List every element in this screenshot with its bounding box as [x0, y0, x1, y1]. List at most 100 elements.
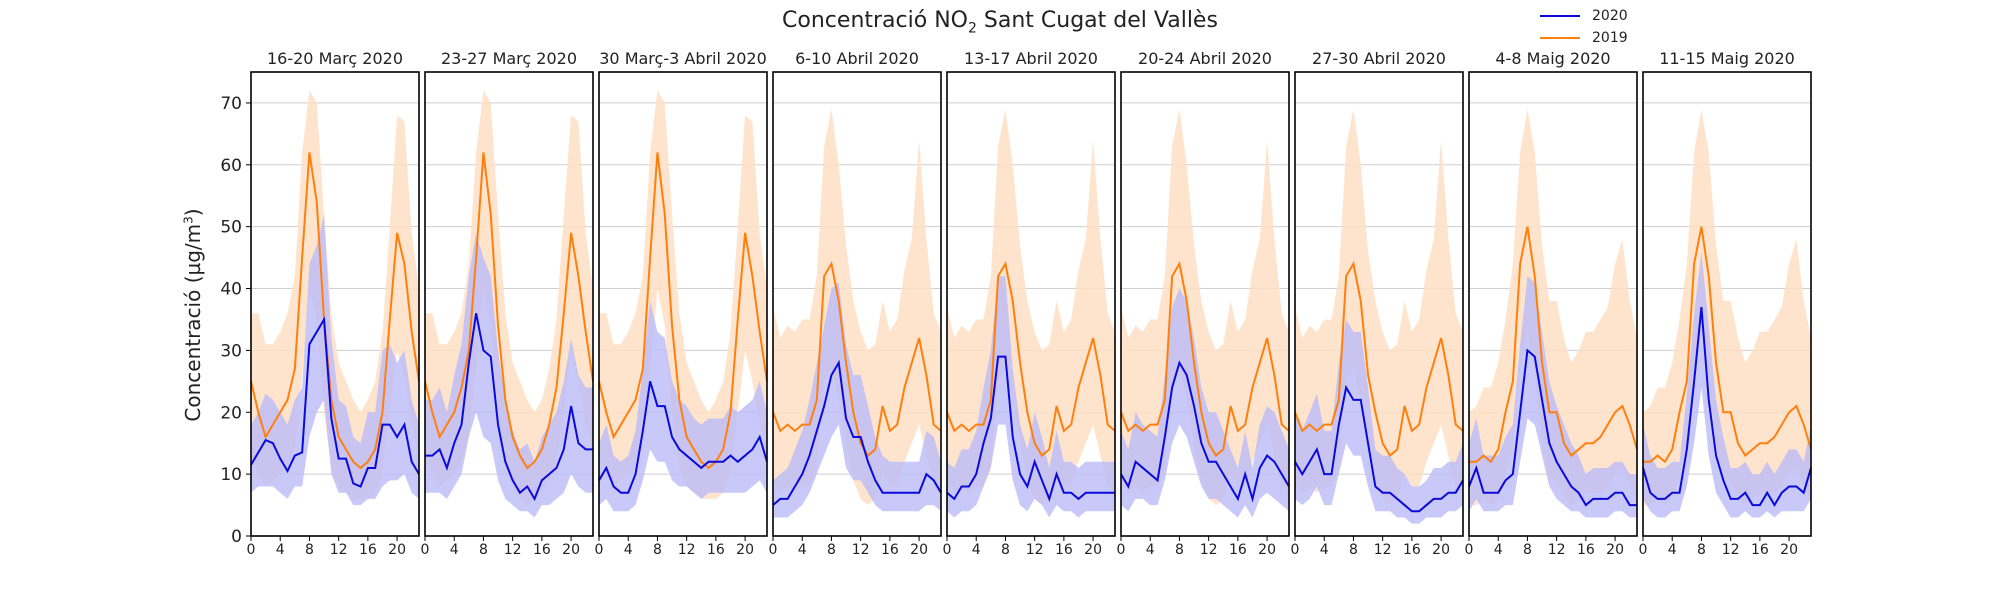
y-axis-label-sup: 3 — [181, 216, 196, 224]
series-line-2019 — [598, 152, 768, 470]
series-line-2019 — [1469, 226, 1638, 464]
x-tick-label: 16 — [359, 542, 377, 558]
y-tick-label: 20 — [220, 403, 242, 423]
x-tick-label: 4 — [450, 542, 459, 558]
x-tick-label: 8 — [305, 542, 314, 558]
y-tick-label: 10 — [220, 465, 242, 485]
panel-7: 27-30 Abril 2020 0 4 8 12 16 20 — [1291, 49, 1464, 558]
x-tick-label: 4 — [1668, 542, 1677, 558]
series-line-2020 — [1120, 360, 1290, 503]
band-2020 — [773, 282, 941, 518]
x-tick-label: 20 — [562, 542, 580, 558]
x-tick-label: 0 — [769, 542, 778, 558]
panel-title: 13-17 Abril 2020 — [964, 49, 1098, 68]
x-tick-label: 4 — [972, 542, 981, 558]
series-line-2019 — [1294, 261, 1464, 458]
x-tick-label: 12 — [1722, 542, 1740, 558]
panel-frame — [1120, 71, 1290, 537]
panel-8: 4-8 Maig 2020 0 4 8 12 16 20 — [1465, 49, 1638, 558]
x-tick-label: 20 — [736, 542, 754, 558]
band-2020 — [1121, 288, 1289, 518]
series-line-2020 — [1642, 306, 1812, 508]
series-line-2019 — [250, 152, 420, 470]
series-line-2019 — [772, 261, 942, 458]
panel-frame — [598, 71, 768, 537]
series-line-2019 — [946, 261, 1116, 458]
y-tick-label: 60 — [220, 156, 242, 176]
x-tick-label: 16 — [1403, 542, 1421, 558]
x-tick-label: 12 — [330, 542, 348, 558]
x-tick-label: 4 — [624, 542, 633, 558]
band-2020 — [1469, 276, 1637, 518]
panel-frame — [1294, 71, 1464, 537]
y-tick-label: 40 — [220, 280, 242, 300]
chart-title-main: Concentració NO — [782, 8, 968, 33]
panel-title: 6-10 Abril 2020 — [795, 49, 919, 68]
band-2020 — [1643, 251, 1811, 518]
band-2019 — [1469, 109, 1637, 506]
series-line-2020 — [425, 313, 593, 502]
x-tick-label: 0 — [1291, 542, 1300, 558]
panel-title: 16-20 Març 2020 — [267, 49, 403, 68]
x-tick-label: 8 — [1349, 542, 1358, 558]
y-axis-label: Concentració (µg/m3) — [181, 208, 205, 421]
x-tick-label: 0 — [1465, 542, 1474, 558]
x-tick-label: 4 — [1146, 542, 1155, 558]
y-axis-label-end: ) — [181, 208, 205, 217]
x-tick-label: 12 — [1374, 542, 1392, 558]
x-tick-label: 20 — [1780, 542, 1798, 558]
band-2020 — [1295, 319, 1463, 524]
x-tick-label: 16 — [1751, 542, 1769, 558]
x-tick-label: 4 — [798, 542, 807, 558]
x-tick-label: 0 — [421, 542, 430, 558]
series-line-2019 — [424, 152, 594, 470]
x-tick-label: 16 — [707, 542, 725, 558]
series-line-2020 — [1294, 384, 1464, 513]
panel-title: 4-8 Maig 2020 — [1495, 49, 1610, 68]
series-line-2019 — [1120, 261, 1290, 458]
x-tick-label: 16 — [1577, 542, 1595, 558]
panel-title: 27-30 Abril 2020 — [1312, 49, 1446, 68]
band-2020 — [251, 214, 419, 506]
x-tick-label: 12 — [504, 542, 522, 558]
legend-swatch-2020 — [1540, 15, 1580, 17]
x-tick-label: 8 — [827, 542, 836, 558]
panel-title: 23-27 Març 2020 — [441, 49, 577, 68]
x-tick-label: 12 — [1548, 542, 1566, 558]
series-line-2020 — [1468, 348, 1637, 507]
panel-frame — [1468, 71, 1638, 537]
x-tick-label: 20 — [910, 542, 928, 558]
y-axis-label-main: Concentració (µg/m — [181, 223, 205, 422]
x-tick-label: 16 — [1229, 542, 1247, 558]
x-tick-label: 0 — [1117, 542, 1126, 558]
x-tick-label: 20 — [1606, 542, 1624, 558]
legend: 2020 2019 — [1540, 4, 1650, 46]
panel-4: 6-10 Abril 2020 0 4 8 12 16 20 — [769, 49, 942, 558]
x-tick-label: 8 — [1697, 542, 1706, 558]
panel-frame — [250, 71, 420, 537]
x-tick-label: 12 — [1200, 542, 1218, 558]
panel-title: 30 Març-3 Abril 2020 — [599, 49, 767, 68]
x-tick-label: 8 — [1001, 542, 1010, 558]
y-tick-label: 70 — [220, 94, 242, 114]
x-tick-label: 4 — [1494, 542, 1503, 558]
panel-frame — [946, 71, 1116, 537]
x-tick-label: 20 — [1258, 542, 1276, 558]
legend-label-2020: 2020 — [1592, 8, 1628, 24]
x-tick-label: 20 — [1084, 542, 1102, 558]
band-2020 — [599, 300, 767, 512]
x-tick-label: 0 — [943, 542, 952, 558]
x-tick-label: 16 — [1055, 542, 1073, 558]
band-2020 — [425, 232, 593, 518]
series-line-2020 — [598, 381, 768, 494]
panel-6: 20-24 Abril 2020 0 4 8 12 16 20 — [1117, 49, 1290, 558]
y-tick-label: 30 — [220, 341, 242, 361]
x-tick-label: 0 — [1639, 542, 1648, 558]
legend-swatch-2019 — [1540, 37, 1580, 39]
panel-frame — [424, 71, 594, 537]
panel-5: 13-17 Abril 2020 0 4 8 12 16 20 — [943, 49, 1116, 558]
x-tick-label: 20 — [1432, 542, 1450, 558]
legend-label-2019: 2019 — [1592, 30, 1628, 46]
